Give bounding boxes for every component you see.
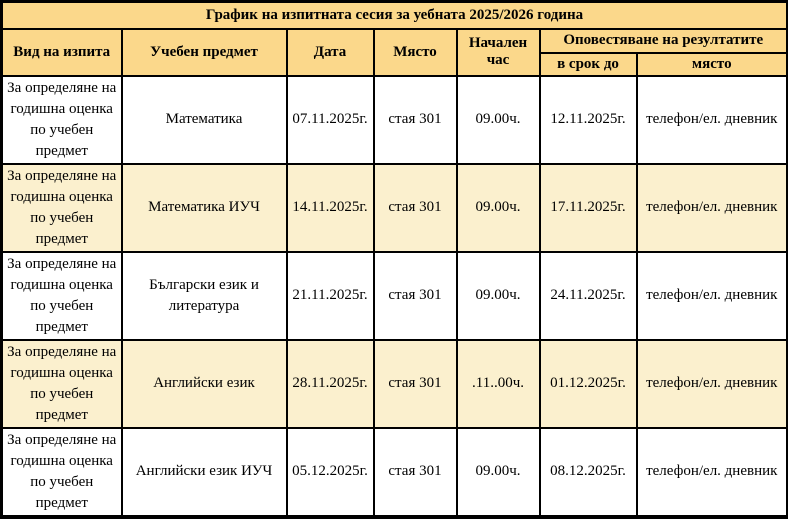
cell-start-time: 09.00ч. <box>455 162 541 253</box>
cell-start-time: 09.00ч. <box>455 250 541 341</box>
cell-exam-type: За определяне на годишна оценка по учебе… <box>0 338 123 429</box>
cell-place: стая 301 <box>372 426 458 518</box>
col-header-place: Място <box>372 27 458 77</box>
header-row-sub: в срок до място <box>2 51 788 77</box>
cell-date: 28.11.2025г. <box>285 338 375 429</box>
table-row: За определяне на годишна оценка по учебе… <box>0 426 788 518</box>
cell-place: стая 301 <box>372 338 458 429</box>
cell-subject: Английски език ИУЧ <box>120 426 288 518</box>
table-row: За определяне на годишна оценка по учебе… <box>0 338 788 429</box>
cell-results-place: телефон/ел. дневник <box>635 162 788 253</box>
cell-subject: Български език и литература <box>120 250 288 341</box>
cell-date: 05.12.2025г. <box>285 426 375 518</box>
col-header-results-deadline: в срок до <box>538 51 638 77</box>
cell-results-place: телефон/ел. дневник <box>635 426 788 518</box>
table-row: За определяне на годишна оценка по учебе… <box>0 162 788 253</box>
cell-start-time: 09.00ч. <box>455 426 541 518</box>
cell-results-place: телефон/ел. дневник <box>635 74 788 165</box>
col-header-exam-type: Вид на изпита <box>0 27 123 77</box>
header-row-top: Вид на изпита Учебен предмет Дата Място … <box>0 27 788 77</box>
cell-start-time: .11..00ч. <box>455 338 541 429</box>
cell-results-place: телефон/ел. дневник <box>635 338 788 429</box>
cell-place: стая 301 <box>372 74 458 165</box>
col-header-date: Дата <box>285 27 375 77</box>
cell-date: 21.11.2025г. <box>285 250 375 341</box>
col-header-results-group: Оповестяване на резултатите <box>538 27 788 54</box>
table-row: За определяне на годишна оценка по учебе… <box>0 250 788 341</box>
cell-exam-type: За определяне на годишна оценка по учебе… <box>0 426 123 518</box>
cell-results-deadline: 24.11.2025г. <box>538 250 638 341</box>
col-header-start-time: Начален час <box>455 27 541 77</box>
col-header-subject: Учебен предмет <box>120 27 288 77</box>
table-title-row: График на изпитната сесия за уебната 202… <box>0 0 788 30</box>
cell-subject: Математика ИУЧ <box>120 162 288 253</box>
cell-place: стая 301 <box>372 162 458 253</box>
cell-date: 14.11.2025г. <box>285 162 375 253</box>
cell-results-deadline: 08.12.2025г. <box>538 426 638 518</box>
cell-exam-type: За определяне на годишна оценка по учебе… <box>0 74 123 165</box>
cell-results-deadline: 17.11.2025г. <box>538 162 638 253</box>
cell-exam-type: За определяне на годишна оценка по учебе… <box>0 162 123 253</box>
col-header-results-place: място <box>635 51 788 77</box>
cell-exam-type: За определяне на годишна оценка по учебе… <box>0 250 123 341</box>
table-row: За определяне на годишна оценка по учебе… <box>0 74 788 165</box>
cell-start-time: 09.00ч. <box>455 74 541 165</box>
cell-results-deadline: 01.12.2025г. <box>538 338 638 429</box>
cell-place: стая 301 <box>372 250 458 341</box>
cell-subject: Математика <box>120 74 288 165</box>
table-title: График на изпитната сесия за уебната 202… <box>0 0 788 30</box>
cell-date: 07.11.2025г. <box>285 74 375 165</box>
cell-results-place: телефон/ел. дневник <box>635 250 788 341</box>
cell-subject: Английски език <box>120 338 288 429</box>
cell-results-deadline: 12.11.2025г. <box>538 74 638 165</box>
